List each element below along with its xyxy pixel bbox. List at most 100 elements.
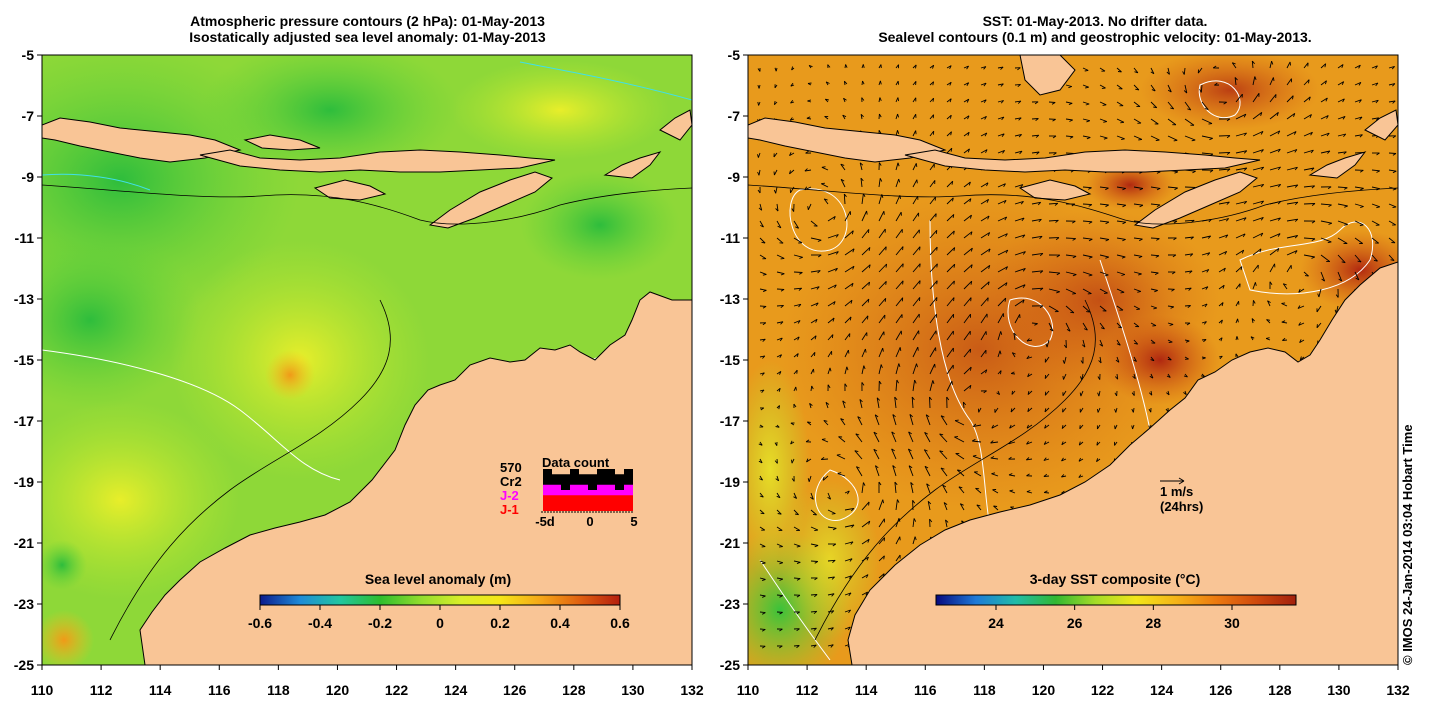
velocity-arrow [1031, 287, 1044, 290]
velocity-arrowhead [775, 478, 779, 482]
velocity-arrowhead [850, 508, 855, 512]
velocity-arrow [963, 366, 972, 375]
velocity-arrowhead [960, 503, 964, 506]
velocity-scale-arrowhead [1178, 477, 1185, 485]
velocity-arrowhead [1022, 234, 1026, 238]
velocity-arrow [827, 593, 835, 596]
velocity-arrow [963, 330, 971, 341]
velocity-arrowhead [1138, 273, 1142, 276]
velocity-arrowhead [790, 100, 794, 104]
velocity-arrowhead [1269, 281, 1273, 285]
velocity-arrowhead [1121, 274, 1126, 276]
sla-map-title-line2: Isostatically adjusted sea level anomaly… [189, 29, 546, 45]
velocity-arrowhead [940, 467, 945, 470]
velocity-arrow [1371, 65, 1378, 69]
velocity-arrow [997, 133, 1005, 137]
velocity-arrow [1218, 284, 1225, 290]
velocity-arrowhead [1392, 153, 1397, 156]
velocity-arrowhead [1375, 100, 1379, 104]
velocity-arrowhead [924, 432, 929, 435]
velocity-arrow [1031, 235, 1043, 239]
data-count-bar-j1 [588, 495, 597, 511]
velocity-arrow [1026, 458, 1033, 461]
land-sulawesi-south [1019, 55, 1076, 96]
velocity-arrowhead [1096, 458, 1099, 462]
data-count-title: Data count [542, 455, 610, 470]
velocity-arrow [959, 503, 965, 511]
velocity-arrowhead [967, 148, 970, 153]
velocity-arrowhead [932, 98, 935, 102]
velocity-arrowhead [1203, 339, 1207, 343]
velocity-arrow [827, 317, 835, 324]
velocity-arrowhead [1359, 169, 1364, 173]
velocity-arrow [980, 182, 989, 188]
velocity-arrow [929, 246, 938, 256]
sst-map-title-line2: Sealevel contours (0.1 m) and geostrophi… [878, 29, 1312, 45]
velocity-arrow [991, 424, 999, 429]
velocity-arrowhead [830, 627, 834, 631]
colorbar-tick-label: 0.6 [610, 615, 630, 631]
velocity-arrow [878, 331, 885, 341]
velocity-arrow [1235, 132, 1247, 137]
velocity-arrowhead [823, 420, 828, 422]
velocity-arrowhead [1214, 82, 1218, 86]
velocity-arrowhead [779, 371, 782, 375]
velocity-arrowhead [833, 301, 836, 305]
data-count-label-j1: J-1 [500, 502, 519, 517]
velocity-arrow [1150, 305, 1158, 309]
velocity-arrowhead [1260, 217, 1264, 221]
velocity-arrowhead [1100, 327, 1105, 330]
velocity-arrowhead [866, 210, 868, 215]
x-axis-tick-label: 120 [326, 682, 350, 698]
velocity-arrowhead [925, 414, 930, 418]
velocity-arrow [1320, 254, 1331, 262]
velocity-arrowhead [1359, 224, 1364, 226]
velocity-arrow [895, 363, 900, 375]
velocity-arrowhead [1310, 132, 1313, 136]
velocity-arrowhead [1326, 132, 1330, 137]
velocity-arrow [776, 254, 785, 259]
colorbar-tick-label: 0.2 [490, 615, 510, 631]
velocity-arrow [1388, 254, 1395, 261]
velocity-arrow [909, 414, 914, 426]
velocity-arrow [1303, 114, 1312, 120]
velocity-arrow [912, 380, 916, 392]
velocity-arrowhead [1115, 359, 1120, 363]
velocity-arrowhead [825, 401, 830, 405]
velocity-arrow [1371, 82, 1379, 86]
velocity-arrow [874, 465, 880, 477]
velocity-arrowhead [799, 256, 803, 259]
velocity-arrow [895, 280, 904, 290]
velocity-arrow [878, 210, 885, 222]
velocity-arrow [1082, 237, 1093, 240]
velocity-arrowhead [1044, 408, 1047, 413]
sla-colorbar-title: Sea level anomaly (m) [365, 571, 511, 587]
velocity-arrowhead [1334, 309, 1337, 314]
velocity-arrowhead [1360, 187, 1364, 191]
velocity-arrow [1010, 407, 1016, 413]
velocity-arrow [997, 266, 1008, 273]
x-axis-tick-label: 118 [973, 682, 996, 698]
velocity-arrowhead [1086, 136, 1091, 140]
velocity-arrow [1303, 271, 1309, 277]
velocity-arrowhead [864, 348, 867, 353]
velocity-arrow [856, 466, 863, 477]
velocity-arrowhead [929, 396, 932, 401]
velocity-arrowhead [1260, 232, 1264, 237]
velocity-arrow [759, 577, 766, 580]
velocity-arrowhead [883, 537, 886, 542]
velocity-arrow [929, 313, 937, 324]
velocity-arrow [810, 302, 819, 307]
velocity-arrowhead [848, 592, 852, 597]
velocity-arrowhead [935, 230, 938, 234]
velocity-arrow [759, 526, 766, 531]
velocity-arrow [963, 384, 972, 392]
velocity-arrow [929, 130, 935, 137]
velocity-arrowhead [1298, 288, 1301, 293]
sst-hot-coast-kimberley [1100, 315, 1220, 405]
velocity-arrowhead [1086, 120, 1090, 123]
velocity-arrowhead [773, 189, 777, 194]
velocity-arrow [1082, 288, 1092, 294]
velocity-arrow [1167, 84, 1172, 93]
velocity-arrow [776, 354, 782, 358]
